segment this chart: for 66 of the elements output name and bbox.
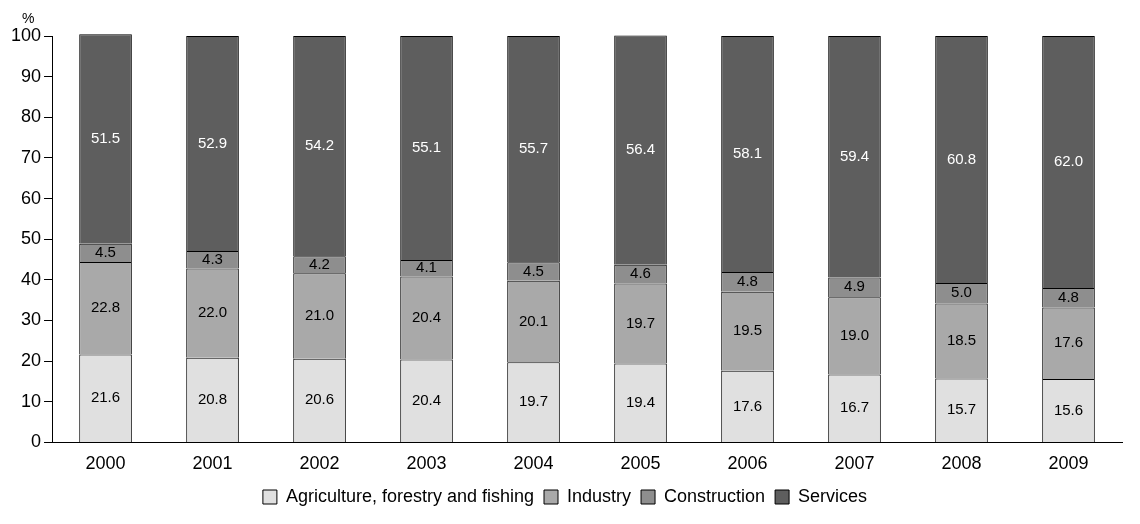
data-label: 60.8 [946, 149, 977, 167]
x-tick-label: 2005 [620, 453, 661, 474]
data-label: 15.7 [946, 400, 977, 418]
data-label: 19.4 [625, 392, 656, 410]
y-tick-label: 0 [31, 431, 42, 452]
data-label: 19.7 [625, 313, 656, 331]
data-label: 62.0 [1053, 152, 1084, 170]
data-label: 52.9 [197, 133, 228, 151]
y-tick-label: 60 [21, 187, 42, 208]
data-label: 17.6 [732, 396, 763, 414]
data-label: 19.7 [518, 392, 549, 410]
y-tick-label: 70 [21, 146, 42, 167]
data-label: 4.2 [309, 254, 330, 272]
x-tick-label: 2009 [1048, 453, 1089, 474]
data-label: 4.1 [416, 258, 437, 276]
data-label: 4.9 [844, 277, 865, 295]
x-tick-label: 2002 [299, 453, 340, 474]
data-label: 22.0 [197, 303, 228, 321]
data-label: 18.5 [946, 331, 977, 349]
data-label: 55.1 [411, 138, 442, 156]
x-tick-label: 2008 [941, 453, 982, 474]
data-label: 4.8 [1058, 287, 1079, 305]
data-label: 20.8 [197, 390, 228, 408]
legend-label: Construction [664, 485, 766, 506]
data-label: 21.0 [304, 306, 335, 324]
data-label: 16.7 [839, 398, 870, 416]
data-label: 20.4 [411, 390, 442, 408]
data-label: 4.6 [630, 264, 651, 282]
data-label: 5.0 [951, 283, 972, 301]
data-label: 22.8 [90, 298, 121, 316]
y-tick-label: 80 [21, 106, 42, 127]
data-label: 21.6 [90, 388, 121, 406]
legend-label: Services [798, 485, 868, 506]
legend-label: Agriculture, forestry and fishing [285, 485, 535, 506]
x-tick-label: 2001 [192, 453, 233, 474]
data-label: 4.8 [737, 272, 758, 290]
legend-label: Industry [567, 485, 632, 506]
x-tick-label: 2006 [727, 453, 768, 474]
y-tick-label: 40 [21, 268, 42, 289]
y-tick-label: 90 [21, 65, 42, 86]
data-label: 19.0 [839, 326, 870, 344]
data-label: 59.4 [839, 146, 870, 164]
data-label: 19.5 [732, 321, 763, 339]
data-label: 20.4 [411, 308, 442, 326]
data-label: 51.5 [90, 129, 121, 147]
data-label: 4.3 [202, 249, 223, 267]
y-tick-label: 50 [21, 228, 42, 249]
y-tick-label: 10 [21, 390, 42, 411]
y-tick-label: 100 [10, 24, 42, 45]
data-label: 58.1 [732, 144, 763, 162]
y-tick-label: 20 [21, 350, 42, 371]
data-label: 20.1 [518, 311, 549, 329]
data-label: 17.6 [1053, 333, 1084, 351]
x-tick-label: 2003 [406, 453, 447, 474]
data-label: 4.5 [523, 261, 544, 279]
data-label: 55.7 [518, 139, 549, 157]
data-label: 4.5 [95, 242, 116, 260]
data-label: 20.6 [304, 390, 335, 408]
y-tick-label: 30 [21, 309, 42, 330]
data-label: 56.4 [625, 140, 656, 158]
data-label: 54.2 [304, 136, 335, 154]
data-label: 15.6 [1053, 400, 1084, 418]
x-tick-label: 2004 [513, 453, 554, 474]
x-tick-label: 2007 [834, 453, 875, 474]
x-tick-label: 2000 [85, 453, 126, 474]
y-axis-title: % [22, 9, 35, 26]
